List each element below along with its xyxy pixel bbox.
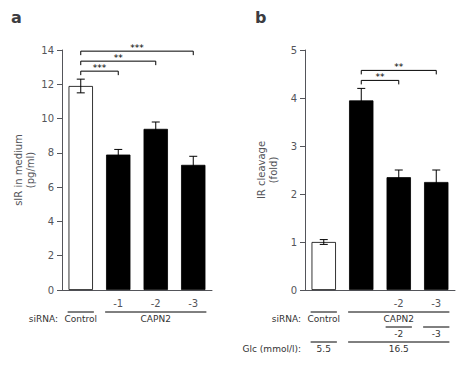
svg-text:**: ** — [394, 62, 404, 72]
svg-text:Control: Control — [64, 314, 97, 324]
svg-text:-2: -2 — [394, 329, 403, 339]
svg-text:-2: -2 — [151, 298, 161, 309]
svg-text:CAPN2: CAPN2 — [141, 314, 171, 324]
svg-text:4: 4 — [291, 93, 297, 104]
svg-text:-3: -3 — [431, 298, 441, 309]
svg-text:3: 3 — [291, 141, 297, 152]
svg-text:6: 6 — [48, 182, 54, 193]
svg-text:a: a — [11, 8, 22, 27]
svg-text:(fold): (fold) — [268, 157, 279, 184]
svg-text:-3: -3 — [188, 298, 198, 309]
svg-text:(pg/ml): (pg/ml) — [25, 152, 36, 188]
svg-text:-2: -2 — [394, 298, 404, 309]
svg-text:sIR in medium: sIR in medium — [13, 134, 24, 206]
svg-text:b: b — [255, 8, 266, 27]
svg-text:5: 5 — [291, 45, 297, 56]
svg-text:Glc (mmol/l):: Glc (mmol/l): — [243, 344, 301, 354]
svg-text:siRNA:: siRNA: — [272, 314, 301, 324]
svg-text:**: ** — [376, 72, 386, 82]
svg-text:16.5: 16.5 — [389, 344, 409, 354]
svg-text:0: 0 — [48, 285, 54, 296]
svg-text:2: 2 — [48, 250, 54, 261]
svg-text:0: 0 — [291, 285, 297, 296]
svg-text:siRNA:: siRNA: — [29, 314, 58, 324]
svg-text:8: 8 — [48, 147, 54, 158]
svg-text:10: 10 — [41, 113, 54, 124]
svg-text:-1: -1 — [113, 298, 123, 309]
svg-text:5.5: 5.5 — [317, 344, 331, 354]
svg-text:2: 2 — [291, 189, 297, 200]
svg-text:***: *** — [130, 43, 144, 53]
svg-text:CAPN2: CAPN2 — [384, 314, 414, 324]
svg-text:-3: -3 — [432, 329, 441, 339]
svg-text:14: 14 — [41, 45, 54, 56]
svg-text:***: *** — [93, 63, 107, 73]
svg-text:**: ** — [114, 53, 124, 63]
svg-text:12: 12 — [41, 79, 54, 90]
svg-text:IR cleavage: IR cleavage — [256, 141, 267, 199]
svg-text:1: 1 — [291, 237, 297, 248]
svg-text:4: 4 — [48, 216, 54, 227]
svg-text:Control: Control — [307, 314, 340, 324]
